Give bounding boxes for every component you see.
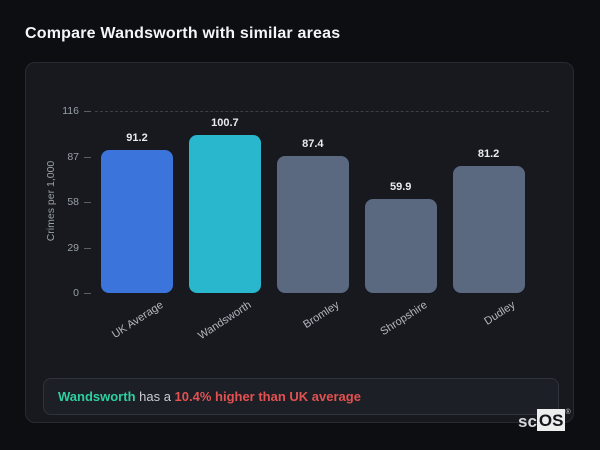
logo-suffix-text: OS	[536, 409, 566, 431]
y-tick-mark	[84, 247, 91, 249]
y-tick-label: 116	[62, 105, 79, 117]
logo-prefix-text: sc	[518, 412, 537, 431]
registered-trademark-icon: ®	[565, 409, 571, 416]
y-tick-mark	[84, 111, 91, 112]
bar-shropshire[interactable]	[364, 199, 437, 293]
bar-uk-average[interactable]	[101, 149, 173, 293]
bar-dudley[interactable]	[452, 165, 525, 293]
bar-value-label: 91.2	[126, 131, 148, 144]
note-highlight-text: 10.4% higher than UK average	[174, 389, 361, 404]
note-subject: Wandsworth	[58, 389, 136, 404]
comparison-note: Wandsworth has a 10.4% higher than UK av…	[43, 378, 559, 415]
y-tick-mark	[84, 202, 91, 203]
note-middle-text: has a	[135, 389, 175, 404]
scos-logo: sc OS ®	[518, 409, 571, 431]
y-tick-mark	[84, 156, 91, 158]
bar-value-label: 81.2	[477, 147, 500, 160]
top-gridline	[95, 111, 549, 112]
y-tick-label: 87	[67, 150, 79, 163]
bar-value-label: 59.9	[389, 181, 412, 194]
page-title: Compare Wandsworth with similar areas	[25, 25, 341, 42]
bar-value-label: 100.7	[211, 117, 239, 130]
y-tick-label: 0	[73, 287, 79, 299]
y-tick-mark	[84, 293, 91, 294]
bar-plot-area: 91.2 UK Average 100.7 Wandsworth 87.4 Bromley…	[101, 111, 525, 342]
bar-wandsworth[interactable]	[188, 135, 261, 293]
y-tick-label: 29	[67, 241, 79, 254]
chart-card: Crimes per 1,000 0 29 58 87 116 91.2 UK Avera…	[25, 62, 574, 423]
bar-value-label: 87.4	[302, 137, 324, 150]
bar-bromley[interactable]	[276, 155, 349, 293]
y-tick-label: 58	[67, 196, 79, 208]
